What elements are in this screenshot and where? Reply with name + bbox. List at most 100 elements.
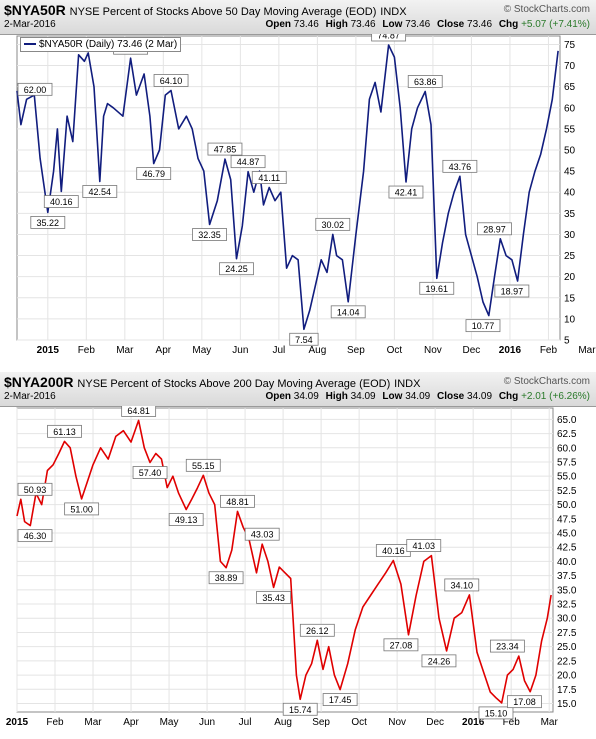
x-tick-label: Feb	[46, 717, 64, 728]
peak-label: 40.16	[375, 544, 411, 557]
peak-label-text: 61.13	[53, 427, 76, 437]
x-tick-label: Jun	[199, 717, 215, 728]
peak-label-text: 30.02	[322, 220, 345, 230]
peak-label-text: 27.08	[390, 640, 413, 650]
peak-label-text: 38.89	[215, 573, 238, 583]
peak-label: 24.26	[421, 654, 457, 668]
peak-label-text: 64.10	[160, 76, 183, 86]
open-label: Open	[265, 391, 291, 402]
peak-label-box	[256, 590, 291, 604]
x-tick-label: 2015	[37, 345, 60, 356]
x-tick-label: Apr	[156, 345, 172, 356]
x-tick-label: May	[160, 717, 179, 728]
peak-label: 49.13	[168, 513, 204, 526]
x-tick-label: Mar	[116, 345, 134, 356]
peak-label-text: 63.86	[414, 77, 437, 87]
y-tick-label: 50.0	[557, 500, 577, 511]
close-value: 34.09	[467, 391, 493, 402]
peak-label-box	[43, 195, 79, 208]
chart-symbol-line: $NYA50R NYSE Percent of Stocks Above 50 …	[4, 2, 407, 18]
peak-label: 27.08	[383, 638, 419, 652]
peak-label-text: 41.11	[258, 173, 280, 183]
x-tick-label: Nov	[388, 717, 406, 728]
y-tick-label: 40.0	[557, 557, 577, 568]
peak-label: 50.93	[17, 482, 53, 496]
y-tick-label: 35.0	[557, 585, 577, 596]
peak-label-box	[406, 539, 442, 552]
y-tick-label: 57.5	[557, 457, 577, 468]
high-value: 73.46	[350, 19, 376, 30]
close-value: 73.46	[467, 19, 493, 30]
peak-label-text: 49.13	[175, 515, 198, 525]
peak-label-box	[220, 494, 255, 508]
peak-label-box	[251, 171, 287, 184]
peak-label: 26.12	[299, 623, 335, 637]
peak-label-text: 10.77	[472, 321, 495, 331]
x-tick-label: Aug	[308, 345, 326, 356]
peak-label: 55.15	[185, 458, 221, 472]
low-value: 73.46	[405, 19, 431, 30]
peak-label-text: 74.87	[377, 34, 400, 40]
peak-label-text: 7.54	[295, 335, 313, 345]
peak-label-box	[168, 513, 204, 526]
peak-label-box	[477, 222, 512, 236]
peak-label-box	[136, 167, 172, 180]
peak-label-text: 40.16	[50, 197, 73, 207]
y-tick-label: 45	[564, 167, 576, 178]
chart-date: 2-Mar-2016	[4, 391, 56, 402]
x-tick-label: Dec	[426, 717, 444, 728]
x-tick-label: Feb	[78, 345, 96, 356]
peak-label-box	[478, 706, 514, 720]
peak-label: 48.81	[220, 494, 255, 508]
peak-label-text: 14.04	[337, 307, 360, 317]
y-tick-label: 30.0	[557, 614, 577, 625]
x-tick-label: 2016	[462, 717, 485, 728]
peak-label-text: 64.81	[127, 406, 150, 416]
peak-label: 44.87	[230, 155, 266, 169]
peak-label-text: 41.03	[412, 541, 435, 551]
peak-label-text: 46.79	[142, 169, 165, 179]
chart-symbol: $NYA200R	[4, 374, 74, 390]
y-tick-label: 65	[564, 82, 576, 93]
nya200r-plot: 15.0 17.5 20.0 22.5 25.0 27.5 30.0 32.5 35.0 37.5…	[6, 406, 577, 728]
x-tick-label: Nov	[424, 345, 442, 356]
legend-text: $NYA50R (Daily) 73.46 (2 Mar)	[39, 39, 178, 50]
peak-label: 42.41	[388, 185, 424, 199]
chart-header: $NYA200R NYSE Percent of Stocks Above 20…	[0, 372, 596, 407]
y-tick-label: 30	[564, 230, 576, 241]
x-tick-label: Sep	[312, 717, 330, 728]
peak-label-text: 51.00	[70, 504, 93, 514]
peak-label: 34.10	[444, 578, 480, 592]
y-tick-label: 42.5	[557, 543, 577, 554]
low-value: 34.09	[405, 391, 431, 402]
peak-label-box	[219, 262, 254, 276]
peak-label-box	[208, 571, 244, 585]
peak-label-box	[17, 482, 53, 496]
peak-label: 41.11	[251, 171, 287, 184]
x-tick-label: Feb	[540, 345, 558, 356]
peak-label-text: 24.25	[225, 264, 248, 274]
peak-label-text: 44.87	[237, 157, 260, 167]
y-tick-label: 25	[564, 251, 576, 262]
peak-label-text: 32.35	[198, 230, 221, 240]
ohlc-readout: Open 34.09 High 34.09 Low 34.09 Close 34…	[261, 391, 590, 402]
peak-label: 43.76	[442, 159, 478, 173]
peak-label-box	[207, 142, 243, 156]
y-tick-label: 70	[564, 61, 576, 72]
y-tick-label: 20	[564, 272, 576, 283]
peak-label: 17.45	[322, 693, 358, 706]
nya200r-chart-panel: $NYA200R NYSE Percent of Stocks Above 20…	[0, 372, 596, 739]
peak-label: 57.40	[132, 466, 168, 479]
peak-label-text: 34.10	[451, 580, 474, 590]
peak-label-text: 42.54	[89, 187, 112, 197]
peak-label-text: 62.00	[24, 85, 47, 95]
y-tick-label: 5	[564, 336, 570, 347]
peak-label-text: 17.08	[513, 697, 536, 707]
peak-label-text: 23.34	[496, 642, 519, 652]
y-tick-label: 35	[564, 209, 576, 220]
peak-label: 63.86	[407, 75, 443, 88]
peak-label-box	[465, 319, 501, 333]
nya50r-plot: 5 10 15 20 25 30 35 40 45 50 55 60 65 70 75 2015 Feb Mar A…	[16, 34, 596, 356]
peak-label: 74.87	[371, 34, 407, 42]
peak-label-box	[444, 578, 480, 592]
